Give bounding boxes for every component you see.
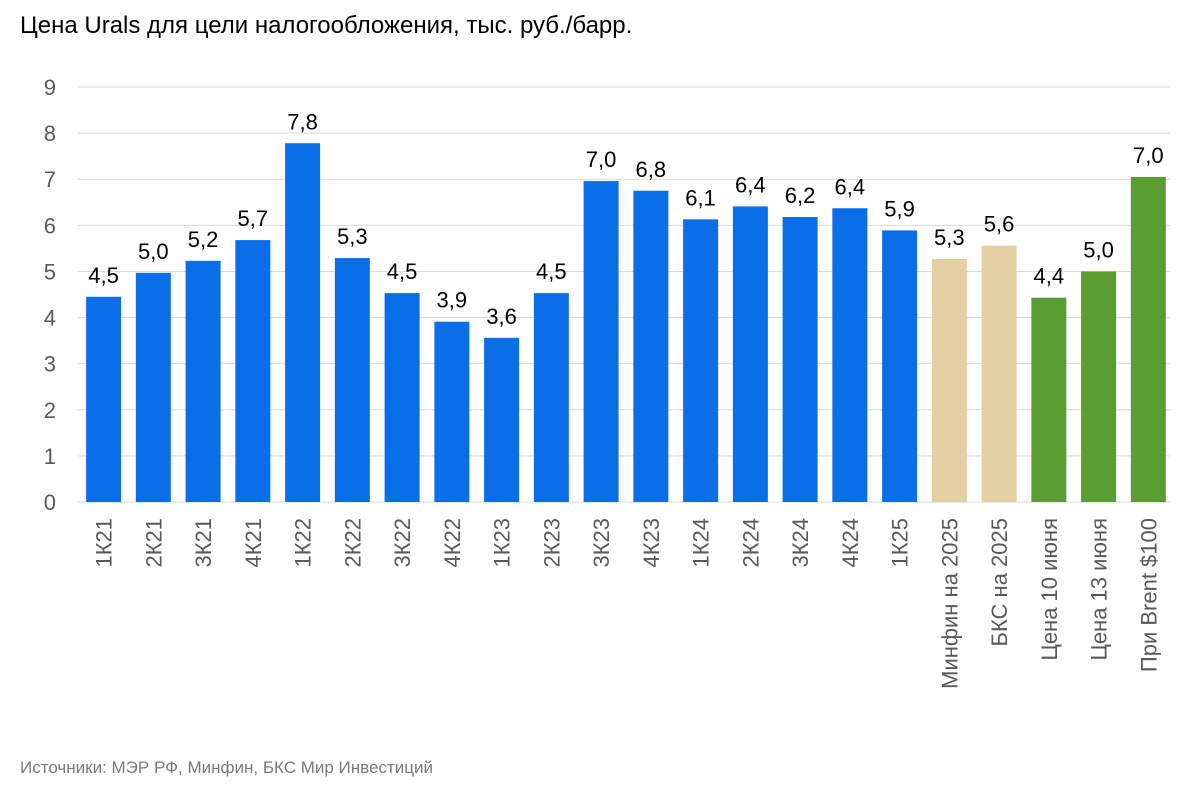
data-label: 5,6	[984, 212, 1015, 237]
data-label: 7,8	[287, 109, 318, 134]
x-tick-label: 2К24	[738, 518, 763, 568]
data-label: 5,2	[188, 227, 219, 252]
data-label: 4,4	[1034, 264, 1065, 289]
bar	[285, 143, 321, 502]
x-tick-label: 3К23	[589, 518, 614, 568]
data-label: 6,4	[735, 172, 766, 197]
data-label: 4,5	[88, 263, 119, 288]
data-label: 5,0	[1083, 237, 1114, 262]
x-tick-label: 4К24	[838, 518, 863, 568]
x-tick-label: 2К22	[340, 518, 365, 568]
data-label: 7,0	[1133, 143, 1164, 168]
data-label: 4,5	[536, 259, 567, 284]
bar	[434, 321, 470, 502]
y-tick-label: 4	[44, 306, 56, 331]
x-tick-label: Минфин на 2025	[937, 518, 962, 689]
data-label: 5,3	[934, 225, 965, 250]
y-tick-label: 8	[44, 121, 56, 146]
bar	[1031, 297, 1067, 502]
x-axis-labels: 1К21 2К21 3К21 4К21 1К22 2К22 3К22 4К22 1К23 2К23…	[92, 518, 1162, 689]
y-tick-label: 2	[44, 398, 56, 423]
x-tick-label: 1К23	[490, 518, 515, 568]
bar	[135, 272, 171, 502]
data-labels: 4,5 5,0 5,2 5,7 7,8 5,3 4,5 3,9 3,6 4,5 7,0 6,8 6,1 6…	[88, 109, 1163, 329]
bar	[384, 293, 420, 502]
bar	[533, 293, 569, 502]
data-label: 6,2	[785, 183, 816, 208]
bar	[185, 260, 221, 502]
bar	[633, 190, 669, 502]
data-label: 4,5	[387, 259, 418, 284]
x-tick-label: 2К23	[539, 518, 564, 568]
bar	[683, 219, 719, 503]
bar	[732, 206, 768, 502]
bar	[235, 240, 271, 503]
x-tick-label: 3К24	[788, 518, 813, 568]
bar	[931, 258, 967, 502]
y-axis-ticks: 0 1 2 3 4 5 6 7 8 9	[44, 75, 56, 515]
x-tick-label: 1К25	[888, 518, 913, 568]
bar	[1081, 271, 1117, 502]
x-tick-label: 1К24	[689, 518, 714, 568]
x-tick-label: Цена 10 июня	[1037, 518, 1062, 660]
x-tick-label: 4К22	[440, 518, 465, 568]
data-label: 5,9	[884, 196, 915, 221]
x-tick-label: 2К21	[141, 518, 166, 568]
bar	[334, 258, 370, 502]
bar	[484, 337, 520, 502]
y-tick-label: 9	[44, 75, 56, 100]
data-label: 5,7	[238, 206, 269, 231]
source-note: Источники: МЭР РФ, Минфин, БКС Мир Инвес…	[20, 758, 433, 777]
data-label: 3,6	[486, 304, 517, 329]
y-tick-label: 6	[44, 213, 56, 238]
data-label: 7,0	[586, 147, 617, 172]
y-tick-label: 5	[44, 259, 56, 284]
x-tick-label: 1К22	[291, 518, 316, 568]
data-label: 6,1	[685, 185, 716, 210]
chart-title: Цена Urals для цели налогообложения, тыс…	[20, 12, 633, 39]
data-label: 6,4	[835, 174, 866, 199]
x-tick-label: 4К21	[241, 518, 266, 568]
y-tick-label: 1	[44, 444, 56, 469]
bar	[86, 296, 122, 502]
bars	[86, 143, 1166, 503]
x-tick-label: Цена 13 июня	[1087, 518, 1112, 660]
bar	[1130, 176, 1166, 502]
data-label: 6,8	[636, 157, 667, 182]
x-tick-label: БКС на 2025	[987, 518, 1012, 646]
x-tick-label: При Brent $100	[1136, 518, 1161, 672]
bar	[882, 230, 918, 502]
y-tick-label: 0	[44, 490, 56, 515]
x-tick-label: 3К22	[390, 518, 415, 568]
data-label: 5,3	[337, 224, 368, 249]
bar	[981, 245, 1017, 502]
bar	[832, 208, 868, 502]
y-tick-label: 3	[44, 352, 56, 377]
bar	[782, 217, 818, 503]
x-tick-label: 1К21	[92, 518, 117, 568]
y-tick-label: 7	[44, 167, 56, 192]
data-label: 5,0	[138, 239, 169, 264]
x-tick-label: 4К23	[639, 518, 664, 568]
bar	[583, 181, 619, 503]
data-label: 3,9	[437, 288, 468, 313]
x-tick-label: 3К21	[191, 518, 216, 568]
